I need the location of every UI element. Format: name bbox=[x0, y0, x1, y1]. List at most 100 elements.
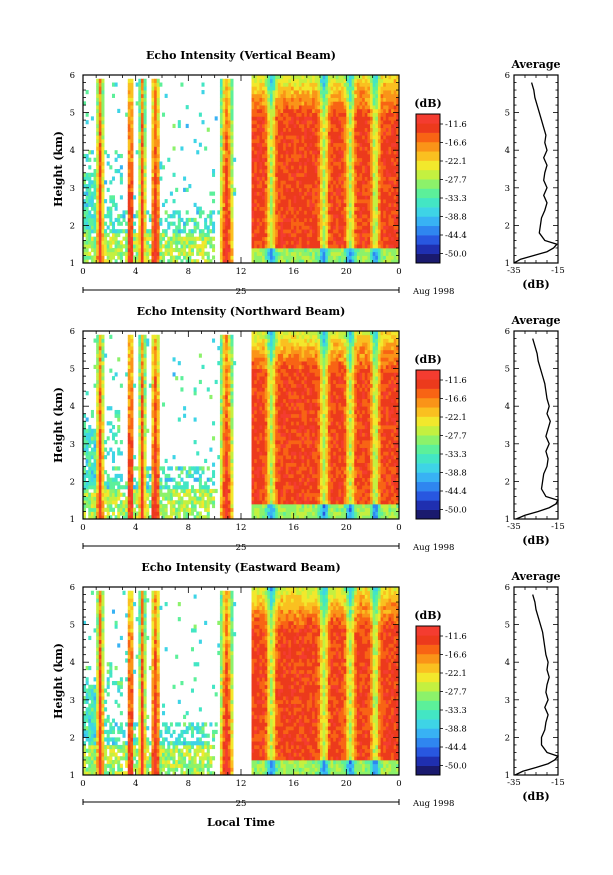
heatmap-cell bbox=[98, 214, 102, 219]
heatmap-cell bbox=[372, 240, 376, 245]
heatmap-cell bbox=[380, 187, 384, 192]
average-title: Average bbox=[510, 58, 560, 71]
heatmap-cell bbox=[154, 112, 158, 117]
heatmap-cell bbox=[296, 210, 300, 215]
heatmap-cell bbox=[122, 492, 126, 497]
heatmap-cell bbox=[277, 176, 281, 181]
heatmap-cell bbox=[275, 146, 279, 151]
heatmap-cell bbox=[364, 93, 368, 98]
heatmap-cell bbox=[320, 138, 324, 144]
heatmap-cell bbox=[272, 206, 276, 211]
heatmap-cell bbox=[333, 244, 337, 249]
heatmap-cell bbox=[293, 259, 297, 263]
heatmap-cell bbox=[96, 451, 100, 456]
heatmap-cell bbox=[380, 176, 384, 181]
heatmap-cell bbox=[117, 511, 121, 516]
heatmap-cell bbox=[317, 251, 321, 256]
heatmap-cell bbox=[272, 225, 276, 230]
heatmap-cell bbox=[88, 458, 92, 463]
heatmap-cell bbox=[138, 161, 142, 166]
heatmap-cell bbox=[341, 153, 345, 159]
heatmap-cell bbox=[296, 120, 300, 125]
heatmap-cell bbox=[280, 176, 284, 181]
heatmap-cell bbox=[312, 165, 316, 170]
heatmap-cell bbox=[356, 176, 360, 181]
heatmap-cell bbox=[196, 259, 200, 263]
heatmap-cell bbox=[364, 101, 368, 106]
heatmap-cell bbox=[225, 187, 229, 192]
heatmap-cell bbox=[385, 78, 389, 83]
heatmap-cell bbox=[148, 251, 152, 256]
heatmap-cell bbox=[101, 477, 105, 482]
heatmap-cell bbox=[367, 116, 371, 121]
heatmap-cell bbox=[356, 120, 360, 125]
heatmap-cell bbox=[264, 86, 268, 91]
heatmap-cell bbox=[259, 142, 263, 147]
heatmap-cell bbox=[151, 127, 155, 132]
heatmap-cell bbox=[111, 199, 115, 204]
heatmap-cell bbox=[312, 199, 316, 204]
heatmap-cell bbox=[264, 120, 268, 125]
heatmap-cell bbox=[209, 240, 213, 245]
heatmap-cell bbox=[169, 247, 173, 253]
heatmap-cell bbox=[167, 157, 171, 162]
heatmap-cell bbox=[362, 108, 366, 113]
heatmap-cell bbox=[88, 511, 92, 516]
heatmap-cell bbox=[114, 169, 118, 174]
heatmap-cell bbox=[356, 221, 360, 226]
heatmap-cell bbox=[272, 176, 276, 181]
heatmap-cell bbox=[320, 78, 324, 83]
heatmap-cell bbox=[375, 123, 379, 129]
heatmap-cell bbox=[354, 105, 358, 110]
heatmap-cell bbox=[256, 176, 260, 181]
heatmap-cell bbox=[259, 251, 263, 256]
heatmap-cell bbox=[275, 90, 279, 95]
heatmap-cell bbox=[306, 169, 310, 174]
heatmap-cell bbox=[138, 440, 142, 445]
heatmap-cell bbox=[317, 232, 321, 238]
heatmap-cell bbox=[96, 138, 100, 144]
heatmap-cell bbox=[372, 165, 376, 170]
heatmap-cell bbox=[222, 221, 226, 226]
heatmap-cell bbox=[325, 157, 329, 162]
heatmap-cell bbox=[101, 244, 105, 249]
heatmap-cell bbox=[138, 398, 142, 403]
heatmap-cell bbox=[383, 105, 387, 110]
heatmap-cell bbox=[362, 180, 366, 185]
heatmap-cell bbox=[98, 466, 102, 471]
heatmap-cell bbox=[201, 90, 205, 95]
heatmap-cell bbox=[127, 131, 131, 136]
heatmap-cell bbox=[90, 503, 94, 509]
heatmap-cell bbox=[396, 169, 399, 174]
heatmap-cell bbox=[125, 496, 129, 501]
heatmap-cell bbox=[104, 221, 108, 226]
heatmap-cell bbox=[156, 255, 160, 260]
heatmap-cell bbox=[96, 247, 100, 253]
heatmap-cell bbox=[338, 165, 342, 170]
heatmap-cell bbox=[119, 503, 123, 509]
heatmap-cell bbox=[346, 214, 350, 219]
heatmap-cell bbox=[127, 515, 131, 519]
heatmap-cell bbox=[135, 503, 139, 509]
heatmap-cell bbox=[264, 244, 268, 249]
heatmap-cell bbox=[154, 210, 158, 215]
heatmap-cell bbox=[127, 402, 131, 407]
heatmap-cell bbox=[351, 184, 355, 189]
heatmap bbox=[83, 75, 399, 263]
heatmap-cell bbox=[317, 120, 321, 125]
heatmap-cell bbox=[130, 97, 134, 102]
heatmap-cell bbox=[117, 473, 121, 479]
heatmap-cell bbox=[317, 202, 321, 207]
heatmap-cell bbox=[298, 135, 302, 140]
heatmap-cell bbox=[88, 251, 92, 256]
heatmap-cell bbox=[151, 123, 155, 129]
heatmap-cell bbox=[151, 255, 155, 260]
heatmap-cell bbox=[312, 146, 316, 151]
heatmap-cell bbox=[354, 217, 358, 223]
heatmap-cell bbox=[312, 255, 316, 260]
heatmap-cell bbox=[348, 259, 352, 263]
heatmap-cell bbox=[312, 108, 316, 113]
heatmap-cell bbox=[375, 135, 379, 140]
heatmap-cell bbox=[388, 187, 392, 192]
heatmap-cell bbox=[333, 120, 337, 125]
